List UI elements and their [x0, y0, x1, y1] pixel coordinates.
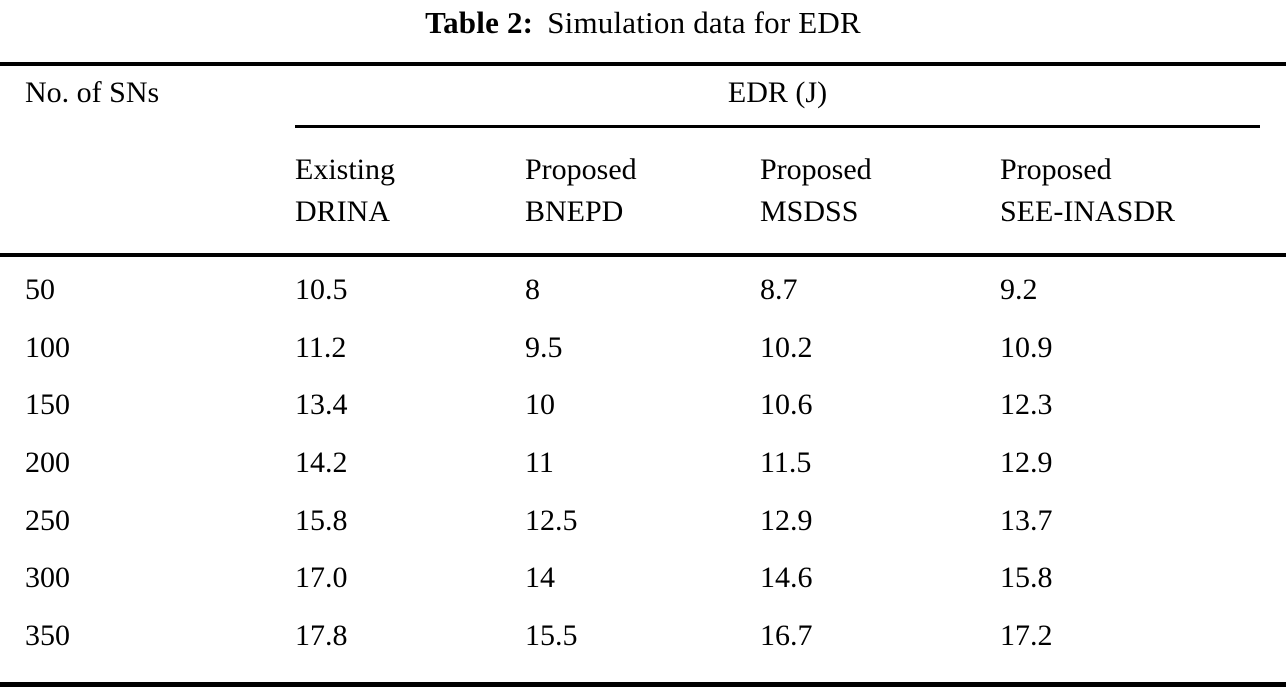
cell-bnepd: 14 [525, 561, 555, 595]
cell-see-inasdr: 9.2 [1000, 272, 1038, 306]
cell-bnepd: 10 [525, 388, 555, 422]
cell-sns: 50 [25, 272, 55, 306]
table-row: 200 14.2 11 11.5 12.9 [0, 434, 1286, 492]
cell-see-inasdr: 17.2 [1000, 618, 1053, 652]
cell-see-inasdr: 12.3 [1000, 388, 1053, 422]
table-row: 50 10.5 8 8.7 9.2 [0, 261, 1286, 319]
cell-bnepd: 11 [525, 445, 554, 479]
column-header-line: BNEPD [525, 195, 624, 228]
top-rule [0, 62, 1286, 66]
cell-see-inasdr: 12.9 [1000, 445, 1053, 479]
column-header-see-inasdr: Proposed SEE-INASDR [1000, 149, 1286, 233]
column-header-msdss: Proposed MSDSS [760, 149, 1000, 233]
cell-drina: 10.5 [295, 272, 348, 306]
cell-bnepd: 12.5 [525, 503, 578, 537]
cell-drina: 15.8 [295, 503, 348, 537]
cell-see-inasdr: 10.9 [1000, 330, 1053, 364]
column-header-drina: Existing DRINA [295, 149, 525, 233]
column-header-line: Proposed [760, 153, 872, 186]
cell-drina: 14.2 [295, 445, 348, 479]
column-header-bnepd: Proposed BNEPD [525, 149, 760, 233]
header-body-rule [0, 253, 1286, 257]
column-header-line: SEE-INASDR [1000, 195, 1176, 228]
cell-drina: 17.0 [295, 561, 348, 595]
cell-drina: 13.4 [295, 388, 348, 422]
column-headers-row: Existing DRINA Proposed BNEPD Proposed M… [295, 149, 1286, 233]
cell-sns: 350 [25, 618, 70, 652]
column-header-line: DRINA [295, 195, 390, 228]
cell-drina: 11.2 [295, 330, 347, 364]
table-caption: Table 2: Simulation data for EDR [0, 5, 1286, 41]
table-row: 100 11.2 9.5 10.2 10.9 [0, 319, 1286, 377]
cell-msdss: 10.6 [760, 388, 813, 422]
column-header-line: Proposed [525, 153, 637, 186]
cell-see-inasdr: 15.8 [1000, 561, 1053, 595]
table-row: 150 13.4 10 10.6 12.3 [0, 376, 1286, 434]
cell-sns: 300 [25, 561, 70, 595]
column-header-line: Existing [295, 153, 396, 186]
table-caption-number: Table 2: [425, 5, 534, 40]
table-row: 300 17.0 14 14.6 15.8 [0, 549, 1286, 607]
cell-drina: 17.8 [295, 618, 348, 652]
cell-msdss: 10.2 [760, 330, 813, 364]
cell-msdss: 14.6 [760, 561, 813, 595]
bottom-rule [0, 682, 1286, 687]
group-header-edr: EDR (J) [727, 76, 828, 109]
table-row: 250 15.8 12.5 12.9 13.7 [0, 492, 1286, 550]
cell-msdss: 16.7 [760, 618, 813, 652]
cell-sns: 250 [25, 503, 70, 537]
cell-sns: 100 [25, 330, 70, 364]
column-header-line: Proposed [1000, 153, 1112, 186]
table-row: 350 17.8 15.5 16.7 17.2 [0, 607, 1286, 665]
cell-msdss: 12.9 [760, 503, 813, 537]
cell-msdss: 11.5 [760, 445, 812, 479]
cell-see-inasdr: 13.7 [1000, 503, 1053, 537]
cell-sns: 200 [25, 445, 70, 479]
cell-bnepd: 9.5 [525, 330, 563, 364]
column-header-sns: No. of SNs [25, 76, 160, 109]
cell-bnepd: 15.5 [525, 618, 578, 652]
group-header-rule [295, 125, 1260, 128]
cell-sns: 150 [25, 388, 70, 422]
cell-msdss: 8.7 [760, 272, 798, 306]
table-body: 50 10.5 8 8.7 9.2 100 11.2 9.5 10.2 10.9… [0, 261, 1286, 665]
cell-bnepd: 8 [525, 272, 540, 306]
column-header-line: MSDSS [760, 195, 859, 228]
table-caption-text: Simulation data for EDR [547, 5, 861, 40]
